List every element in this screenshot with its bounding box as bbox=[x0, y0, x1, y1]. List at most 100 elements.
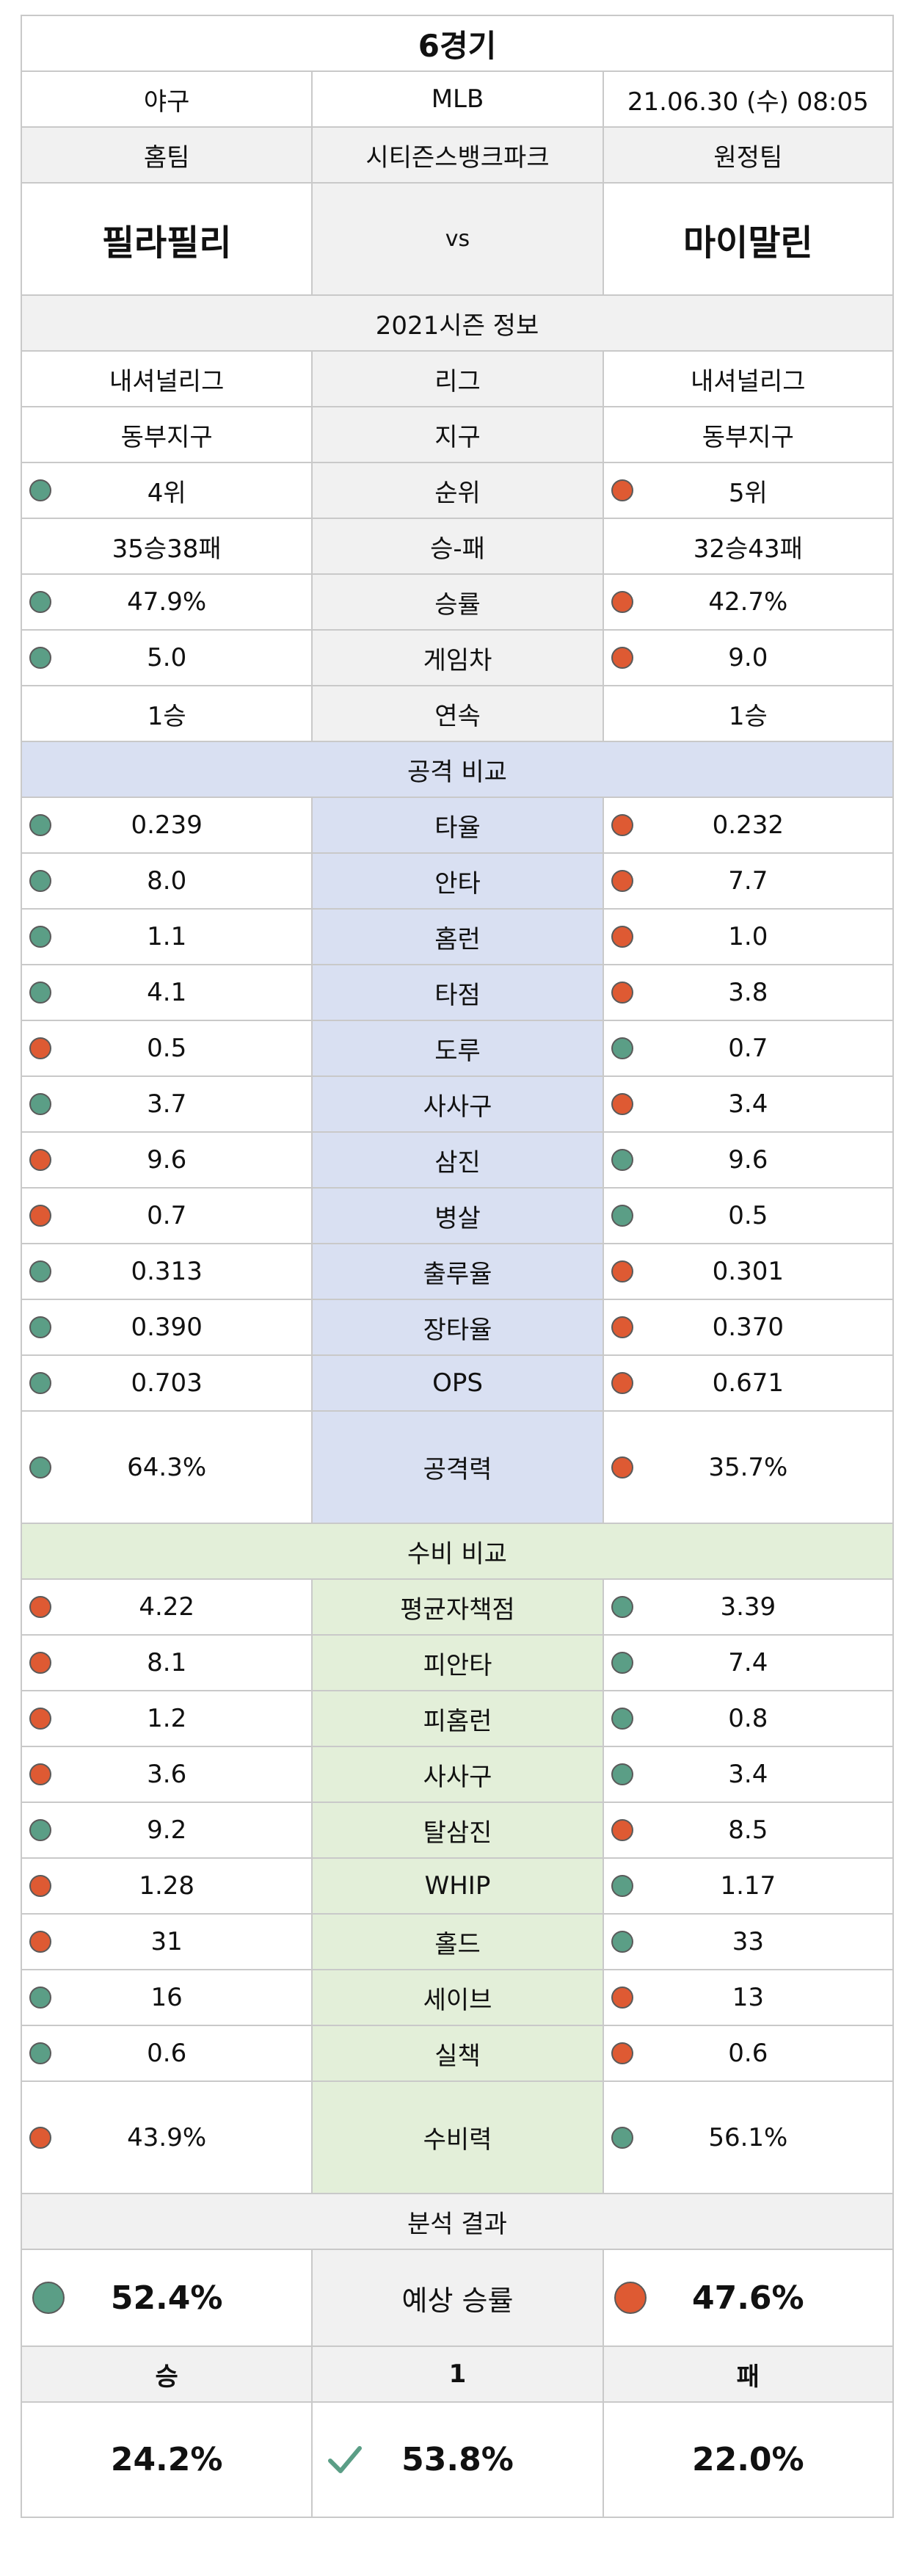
stat-row: 9.6 삼진 9.6 bbox=[22, 1133, 894, 1189]
advantage-dot-icon bbox=[29, 926, 51, 948]
advantage-dot-icon bbox=[29, 2042, 51, 2064]
stat-home: 16 bbox=[22, 1970, 313, 2025]
disadvantage-dot-icon bbox=[611, 479, 633, 501]
defense-rows: 4.22 평균자책점 3.39 8.1 피안타 7.4 1.2 피홈런 0.8 3.6 사사구 3.4… bbox=[22, 1580, 894, 2082]
check-icon bbox=[328, 2445, 363, 2473]
defense-power-away: 56.1% bbox=[604, 2082, 894, 2193]
stat-away: 3.8 bbox=[604, 965, 894, 1020]
team-row: 필라필리 vs 마이말린 bbox=[22, 184, 894, 296]
expected-win-label: 예상 승률 bbox=[313, 2250, 604, 2345]
game-title: 6경기 bbox=[22, 16, 894, 70]
stat-row: 동부지구 지구 동부지구 bbox=[22, 407, 894, 463]
vs-label: vs bbox=[313, 184, 604, 294]
advantage-dot-icon bbox=[29, 479, 51, 501]
expected-win-away: 47.6% bbox=[604, 2250, 894, 2345]
advantage-dot-icon bbox=[611, 1596, 633, 1618]
stat-home: 4.1 bbox=[22, 965, 313, 1020]
stat-home: 1.2 bbox=[22, 1691, 313, 1746]
disadvantage-dot-icon bbox=[611, 1093, 633, 1115]
defense-power-row: 43.9% 수비력 56.1% bbox=[22, 2082, 894, 2194]
stat-away: 0.5 bbox=[604, 1189, 894, 1243]
stat-home: 0.239 bbox=[22, 798, 313, 852]
win-label: 승 bbox=[22, 2347, 313, 2401]
stat-away: 0.232 bbox=[604, 798, 894, 852]
stat-label: 피홈런 bbox=[313, 1691, 604, 1746]
stat-away: 32승43패 bbox=[604, 519, 894, 573]
stat-label: 도루 bbox=[313, 1021, 604, 1075]
stat-label: 연속 bbox=[313, 686, 604, 741]
draw-probability: 53.8% bbox=[313, 2403, 604, 2517]
stat-label: 리그 bbox=[313, 352, 604, 406]
stat-row: 8.0 안타 7.7 bbox=[22, 854, 894, 910]
stat-home: 동부지구 bbox=[22, 407, 313, 462]
analysis-header: 분석 결과 bbox=[22, 2194, 894, 2250]
expected-win-row: 52.4% 예상 승률 47.6% bbox=[22, 2250, 894, 2347]
disadvantage-dot-icon bbox=[611, 982, 633, 1004]
expected-win-home: 52.4% bbox=[22, 2250, 313, 2345]
stat-label: 순위 bbox=[313, 463, 604, 518]
stat-away: 42.7% bbox=[604, 575, 894, 629]
disadvantage-dot-icon bbox=[611, 1372, 633, 1394]
stat-row: 0.239 타율 0.232 bbox=[22, 798, 894, 854]
stat-away: 7.4 bbox=[604, 1636, 894, 1690]
advantage-dot-icon bbox=[611, 1931, 633, 1953]
stat-row: 0.6 실책 0.6 bbox=[22, 2026, 894, 2082]
disadvantage-dot-icon bbox=[611, 1819, 633, 1841]
team-label-row: 홈팀 시티즌스뱅크파크 원정팀 bbox=[22, 128, 894, 184]
stat-away: 8.5 bbox=[604, 1803, 894, 1857]
stat-home: 9.6 bbox=[22, 1133, 313, 1187]
stat-label: 사사구 bbox=[313, 1077, 604, 1131]
stat-away: 동부지구 bbox=[604, 407, 894, 462]
stat-row: 16 세이브 13 bbox=[22, 1970, 894, 2026]
stat-home: 3.7 bbox=[22, 1077, 313, 1131]
outcome-value-row: 24.2% 53.8% 22.0% bbox=[22, 2403, 894, 2518]
stat-away: 9.0 bbox=[604, 631, 894, 685]
advantage-dot-icon bbox=[29, 870, 51, 892]
datetime: 21.06.30 (수) 08:05 bbox=[604, 72, 894, 126]
home-label: 홈팀 bbox=[22, 128, 313, 182]
stat-home: 9.2 bbox=[22, 1803, 313, 1857]
stat-label: 평균자책점 bbox=[313, 1580, 604, 1634]
disadvantage-dot-icon bbox=[611, 1316, 633, 1338]
defense-title: 수비 비교 bbox=[22, 1524, 894, 1578]
game-analysis-sheet: 6경기 야구 MLB 21.06.30 (수) 08:05 홈팀 시티즌스뱅크파… bbox=[21, 15, 894, 2518]
stat-home: 내셔널리그 bbox=[22, 352, 313, 406]
stat-label: OPS bbox=[313, 1356, 604, 1410]
stat-label: 장타율 bbox=[313, 1300, 604, 1354]
title-row: 6경기 bbox=[22, 16, 894, 72]
attack-rows: 0.239 타율 0.232 8.0 안타 7.7 1.1 홈런 1.0 4.1 타점 3.8 0.5 도… bbox=[22, 798, 894, 1412]
home-team: 필라필리 bbox=[22, 184, 313, 294]
win-probability: 24.2% bbox=[22, 2403, 313, 2517]
stat-row: 35승38패 승-패 32승43패 bbox=[22, 519, 894, 575]
disadvantage-dot-icon bbox=[29, 1875, 51, 1897]
stat-label: 삼진 bbox=[313, 1133, 604, 1187]
advantage-dot-icon bbox=[29, 1372, 51, 1394]
info-row: 야구 MLB 21.06.30 (수) 08:05 bbox=[22, 72, 894, 128]
attack-power-label: 공격력 bbox=[313, 1412, 604, 1523]
stat-home: 35승38패 bbox=[22, 519, 313, 573]
stat-label: 게임차 bbox=[313, 631, 604, 685]
advantage-dot-icon bbox=[611, 1037, 633, 1059]
stat-label: 승률 bbox=[313, 575, 604, 629]
stat-away: 0.7 bbox=[604, 1021, 894, 1075]
disadvantage-dot-icon bbox=[29, 1708, 51, 1730]
disadvantage-dot-icon bbox=[29, 1149, 51, 1171]
stat-away: 3.4 bbox=[604, 1747, 894, 1802]
advantage-dot-icon bbox=[29, 982, 51, 1004]
defense-header: 수비 비교 bbox=[22, 1524, 894, 1580]
stat-row: 31 홀드 33 bbox=[22, 1915, 894, 1970]
stat-row: 1.28 WHIP 1.17 bbox=[22, 1859, 894, 1915]
stat-label: 탈삼진 bbox=[313, 1803, 604, 1857]
disadvantage-dot-icon bbox=[611, 1456, 633, 1479]
stat-away: 1승 bbox=[604, 686, 894, 741]
stat-label: WHIP bbox=[313, 1859, 604, 1913]
attack-power-row: 64.3% 공격력 35.7% bbox=[22, 1412, 894, 1524]
stat-label: 병살 bbox=[313, 1189, 604, 1243]
stat-home: 8.1 bbox=[22, 1636, 313, 1690]
stat-home: 1.1 bbox=[22, 910, 313, 964]
stat-home: 0.313 bbox=[22, 1244, 313, 1299]
stat-home: 4위 bbox=[22, 463, 313, 518]
advantage-dot-icon bbox=[611, 1205, 633, 1227]
disadvantage-dot-icon bbox=[29, 1763, 51, 1785]
stat-away: 0.301 bbox=[604, 1244, 894, 1299]
